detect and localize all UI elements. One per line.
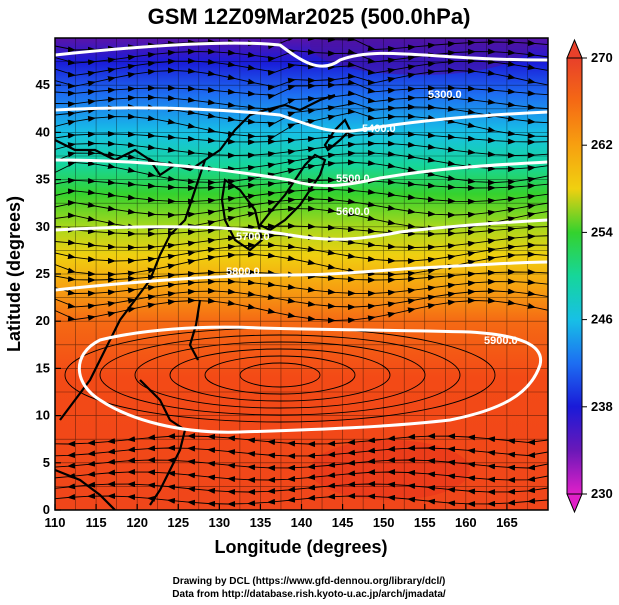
x-tick-label: 150	[373, 515, 395, 530]
colorbar-ticks: 230 238 246 254 262 270	[582, 50, 613, 501]
y-axis-ticks: 0 5 10 15 20 25 30 35 40 45	[36, 77, 61, 517]
contour-5800	[77, 325, 543, 434]
x-tick-label: 155	[414, 515, 436, 530]
contour-label: 5500.0	[336, 173, 370, 185]
contour-label: 5900.0	[484, 335, 518, 347]
contour-label: 5800.0	[226, 266, 260, 278]
y-tick-label: 5	[43, 455, 50, 470]
colorbar-min-arrow	[566, 493, 583, 514]
chart-title: GSM 12Z09Mar2025 (500.0hPa)	[148, 4, 471, 29]
colorbar-tick-label: 246	[591, 312, 613, 327]
contour-labels: 5300.0 5400.0 5500.0 5600.0 5700.0 5800.…	[226, 89, 518, 347]
y-axis-label: Latitude (degrees)	[4, 196, 24, 352]
coast-japan	[258, 153, 327, 232]
streamlines	[55, 38, 548, 508]
coast-china	[59, 159, 207, 421]
streamline-loop	[239, 362, 321, 388]
streamline	[55, 492, 548, 508]
y-tick-label: 15	[36, 360, 50, 375]
streamline	[55, 297, 548, 324]
y-tick-label: 25	[36, 266, 50, 281]
streamline	[55, 57, 548, 78]
coast-mainland	[55, 93, 336, 177]
y-tick-label: 35	[36, 172, 50, 187]
y-tick-label: 30	[36, 219, 50, 234]
streamline	[55, 444, 548, 460]
x-tick-label: 140	[291, 515, 313, 530]
contour-5700	[55, 260, 548, 292]
streamline	[55, 48, 548, 66]
y-tick-label: 10	[36, 408, 50, 423]
colorbar-tick-label: 254	[591, 224, 613, 239]
contour-label: 5400.0	[362, 123, 396, 135]
x-tick-label: 125	[167, 515, 189, 530]
x-tick-label: 160	[455, 515, 477, 530]
coast-korea	[220, 178, 264, 252]
streamline	[55, 79, 548, 100]
colorbar-tick-label: 270	[591, 50, 613, 65]
plot-area: 5300.0 5400.0 5500.0 5600.0 5700.0 5800.…	[55, 38, 548, 510]
streamline-loop	[169, 348, 391, 402]
coastlines	[55, 93, 352, 510]
colorbar-tick-label: 262	[591, 137, 613, 152]
credit-data: Data from http://database.rish.kyoto-u.a…	[172, 589, 446, 600]
streamline	[55, 456, 548, 471]
contour-lines	[55, 41, 548, 434]
x-tick-label: 115	[86, 515, 107, 530]
streamline	[55, 433, 548, 448]
streamline-loop	[99, 334, 461, 416]
coast-philippines	[139, 379, 187, 506]
colorbar-tick-label: 238	[591, 399, 613, 414]
y-tick-label: 0	[43, 502, 50, 517]
streamline	[55, 480, 548, 496]
x-tick-label: 145	[332, 515, 354, 530]
contour-5600	[55, 218, 548, 241]
coast-hokkaido	[323, 118, 352, 152]
x-axis-ticks: 110 115 120 125 130 135 140 145 150 155 160 165	[45, 504, 518, 530]
x-tick-label: 110	[45, 515, 66, 530]
y-tick-label: 40	[36, 124, 50, 139]
colorbar-scale	[566, 57, 583, 495]
streamline-loop	[204, 355, 356, 395]
y-tick-label: 20	[36, 313, 50, 328]
streamline	[55, 468, 548, 484]
contour-5400	[55, 106, 548, 133]
x-tick-label: 135	[250, 515, 272, 530]
x-axis-label: Longitude (degrees)	[214, 537, 387, 557]
colorbar-tick-label: 230	[591, 486, 613, 501]
coast-taiwan	[188, 299, 202, 361]
contour-5300	[55, 41, 548, 68]
colorbar-max-arrow	[566, 38, 583, 59]
x-tick-label: 120	[126, 515, 148, 530]
contour-label: 5600.0	[336, 206, 370, 218]
y-tick-label: 45	[36, 77, 50, 92]
credit-drawing: Drawing by DCL (https://www.gfd-dennou.o…	[173, 576, 446, 587]
colorbar: 230 238 246 254 262 270	[566, 38, 613, 514]
x-tick-label: 165	[496, 515, 518, 530]
streamline-loop	[134, 341, 426, 409]
coast-borneo	[55, 468, 116, 510]
contour-label: 5300.0	[428, 89, 462, 101]
streamline	[55, 130, 548, 146]
x-tick-label: 130	[208, 515, 230, 530]
contour-5500	[55, 158, 548, 188]
contour-label: 5700.0	[236, 231, 270, 243]
